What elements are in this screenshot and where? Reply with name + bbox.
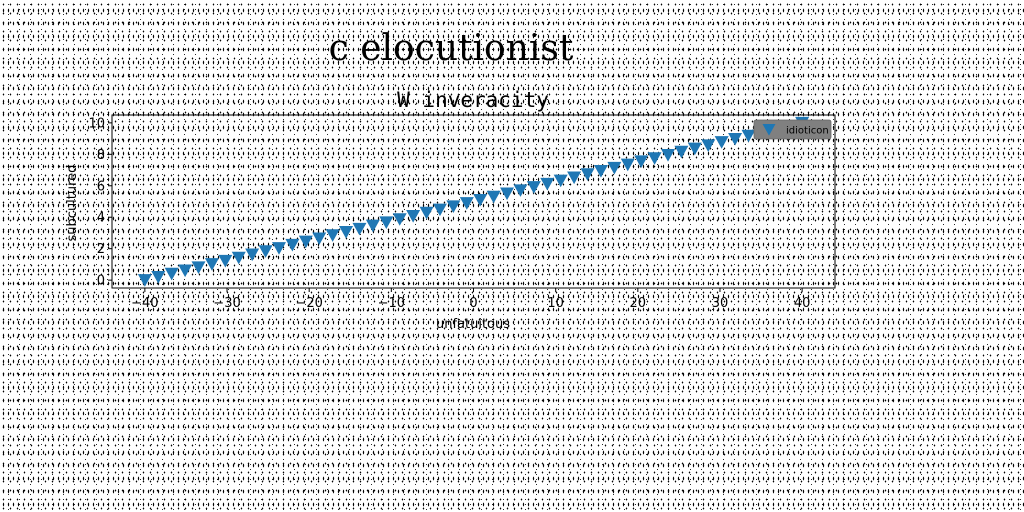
x-tick-label: −40: [131, 296, 158, 311]
data-point: [339, 226, 354, 239]
data-point: [432, 203, 447, 217]
data-point: [258, 245, 273, 258]
data-point: [406, 209, 421, 223]
data-point: [674, 145, 689, 159]
data-point: [486, 190, 501, 204]
data-point: [580, 168, 595, 181]
data-point: [701, 139, 716, 152]
y-axis: 0 2 4 6 8 10: [88, 116, 112, 289]
data-point: [204, 258, 219, 271]
x-tick-label: 10: [547, 296, 564, 311]
data-point: [741, 129, 756, 143]
data-point: [513, 184, 528, 197]
y-tick-label: 0: [97, 274, 105, 289]
y-tick-label: 10: [88, 116, 105, 131]
data-point: [634, 155, 649, 169]
data-point: [459, 197, 474, 210]
legend-marker-icon: [762, 123, 776, 136]
axes-frame: [111, 114, 836, 289]
data-point: [526, 181, 541, 194]
data-point: [312, 232, 327, 246]
data-point: [714, 136, 729, 149]
data-point: [151, 270, 166, 284]
data-point: [218, 254, 233, 268]
data-point: [285, 238, 300, 252]
data-point: [392, 213, 407, 226]
figure-suptitle: c elocutionist: [329, 28, 574, 69]
data-point: [593, 165, 608, 178]
data-point: [500, 187, 515, 201]
data-point: [728, 132, 743, 146]
y-tick-label: 4: [97, 211, 105, 226]
data-point: [660, 149, 675, 162]
y-tick-label: 6: [97, 179, 105, 194]
y-axis-label: subcultured: [65, 165, 80, 242]
x-tick-label: −20: [295, 296, 322, 311]
data-point: [231, 251, 246, 265]
data-point: [365, 219, 380, 233]
data-point: [540, 177, 555, 191]
data-point: [325, 229, 340, 242]
x-tick-label: −30: [213, 296, 240, 311]
data-point: [567, 171, 582, 185]
data-point: [272, 242, 287, 255]
data-point: [298, 235, 313, 249]
data-point: [178, 264, 193, 278]
data-point: [164, 267, 179, 281]
data-point: [137, 274, 152, 287]
data-point: [647, 152, 662, 165]
data-point: [473, 193, 488, 207]
data-point: [687, 142, 702, 156]
data-point: [419, 206, 434, 220]
plot-area: −40 −30 −20 −10 0 10 20 30 40 0 2 4 6 8 10: [88, 114, 836, 311]
x-tick-label: 30: [712, 296, 729, 311]
chart-title: W inveracity: [397, 88, 549, 112]
y-tick-label: 2: [97, 242, 105, 257]
data-point: [553, 174, 568, 188]
x-tick-label: 0: [469, 296, 477, 311]
x-tick-label: 20: [630, 296, 647, 311]
data-point: [620, 158, 635, 172]
x-tick-label: −10: [378, 296, 405, 311]
x-axis: −40 −30 −20 −10 0 10 20 30 40: [131, 288, 810, 311]
x-axis-label: unfatuitous: [436, 317, 510, 332]
data-point: [607, 161, 622, 175]
data-point: [446, 200, 461, 213]
data-point: [245, 248, 260, 262]
data-series: [137, 116, 810, 287]
legend-label: idioticon: [786, 126, 829, 137]
legend: idioticon: [753, 119, 832, 140]
data-point: [191, 261, 206, 274]
y-tick-label: 8: [97, 148, 105, 163]
data-point: [379, 216, 394, 230]
x-tick-label: 40: [794, 296, 811, 311]
data-point: [352, 222, 367, 236]
